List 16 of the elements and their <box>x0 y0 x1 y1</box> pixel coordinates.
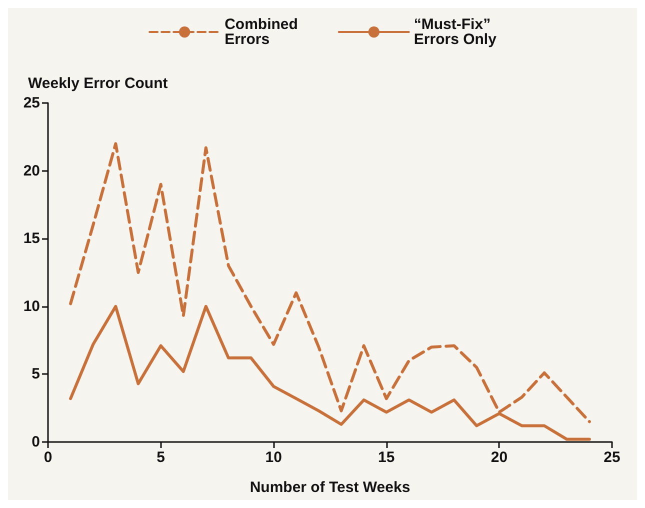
x-tick-label: 15 <box>378 449 395 466</box>
y-tick-label: 20 <box>23 162 40 180</box>
x-axis-title: Number of Test Weeks <box>250 479 410 496</box>
y-tick-label: 15 <box>23 230 40 248</box>
x-tick-label: 25 <box>604 449 620 466</box>
legend-label: “Must-Fix” Errors Only <box>414 16 498 48</box>
legend-label: Combined Errors <box>224 16 298 48</box>
y-tick-label: 10 <box>23 298 40 315</box>
y-tick-label: 5 <box>32 366 40 383</box>
y-tick-label: 25 <box>23 94 40 112</box>
y-axis-title: Weekly Error Count <box>28 75 168 92</box>
x-tick-label: 0 <box>44 449 52 466</box>
x-tick-label: 5 <box>156 449 165 466</box>
y-tick-label: 0 <box>32 434 40 450</box>
x-tick-label: 20 <box>490 449 508 466</box>
x-tick-label: 10 <box>265 449 282 466</box>
